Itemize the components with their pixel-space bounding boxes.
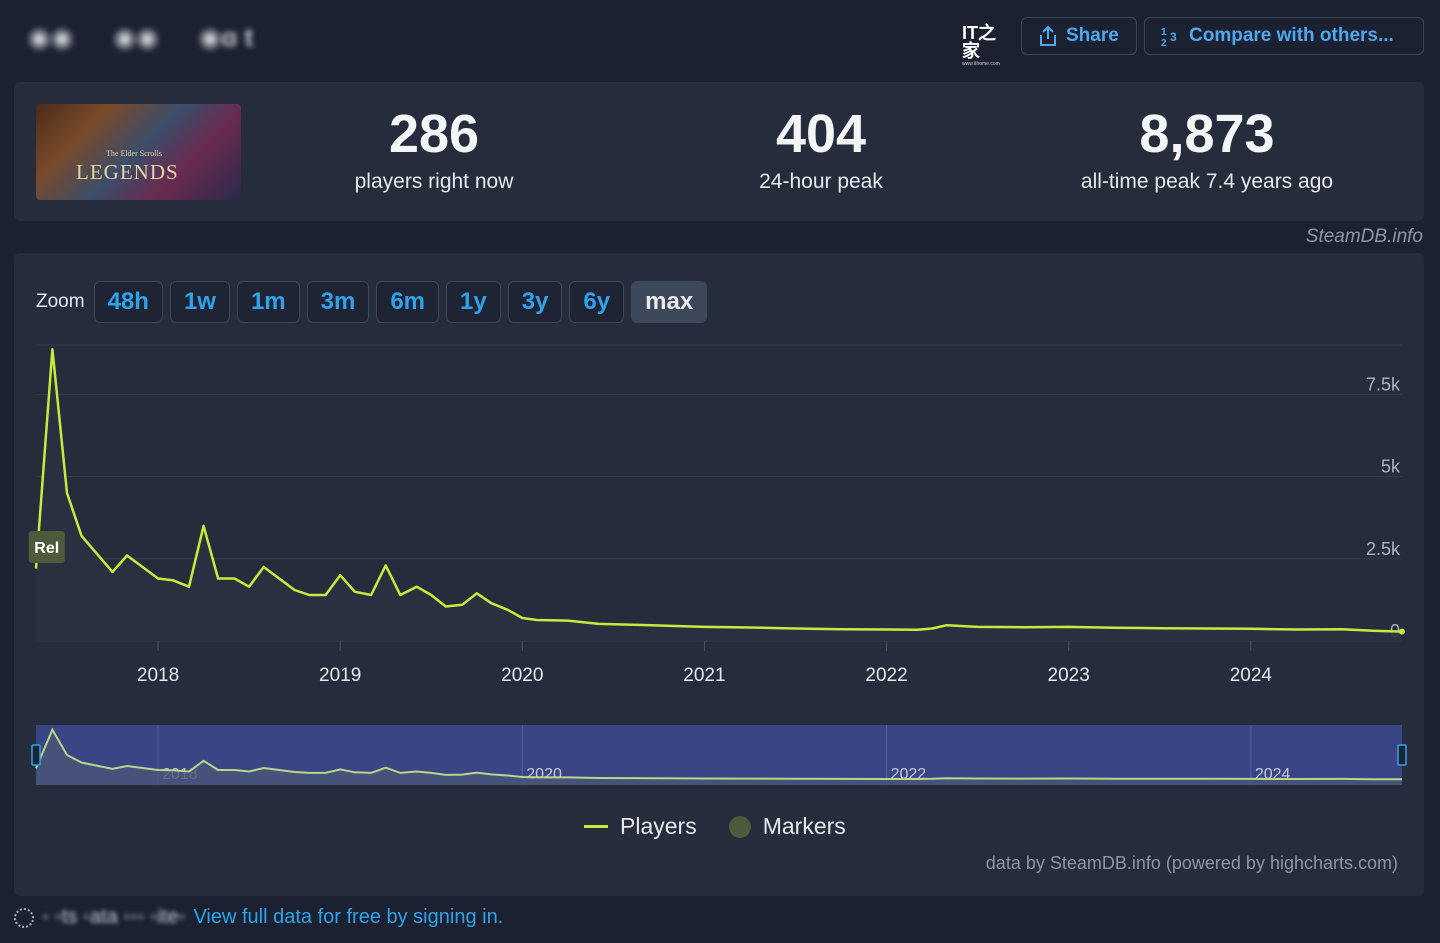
zoom-controls: Zoom 48h 1w 1m 3m 6m 1y 3y 6y max <box>36 281 714 323</box>
y-tick-label: 7.5k <box>1366 374 1401 394</box>
loading-icon <box>14 907 34 928</box>
x-tick-label: 2018 <box>137 665 179 686</box>
release-marker-box <box>28 531 65 563</box>
x-tick-label: 2020 <box>501 665 543 686</box>
stat-label: all-time peak 7.4 years ago <box>1080 170 1334 193</box>
stat-24h-peak: 404 24-hour peak <box>631 104 1011 194</box>
zoom-48h-button[interactable]: 48h <box>93 281 163 323</box>
x-tick-label: 2021 <box>683 665 725 686</box>
steamdb-credit: SteamDB.info <box>1305 226 1423 247</box>
navigator-series-line <box>35 727 1403 781</box>
players-last-point <box>1399 628 1405 635</box>
blurred-tab[interactable]: ◉ɑ t <box>198 22 254 52</box>
cover-subtitle: The Elder Scrolls <box>106 149 162 158</box>
compare-numbers-icon: 1 2 3 <box>1161 27 1177 47</box>
cover-title: LEGENDS <box>76 160 179 184</box>
stat-current-players: 286 players right now <box>244 104 624 194</box>
stat-value: 404 <box>775 104 867 164</box>
navigator-left-handle[interactable] <box>31 744 41 766</box>
ithome-watermark-logo: IT之家 www.ithome.com <box>962 24 1010 67</box>
blurred-notice-text: ◦ ◦ts ◦ata ◦◦◦ ◦ite◦ <box>42 906 186 928</box>
stat-label: 24-hour peak <box>759 170 883 193</box>
share-icon <box>1040 25 1056 46</box>
stats-card: The Elder Scrolls LEGENDS 286 players ri… <box>14 82 1424 221</box>
share-label: Share <box>1066 25 1119 46</box>
navigator-right-handle[interactable] <box>1397 744 1407 766</box>
zoom-3y-button[interactable]: 3y <box>507 281 563 323</box>
stat-all-time-peak: 8,873 all-time peak 7.4 years ago <box>1017 104 1397 194</box>
x-tick-label: 2023 <box>1048 665 1090 686</box>
zoom-6m-button[interactable]: 6m <box>376 281 440 323</box>
legend-players-label[interactable]: Players <box>620 813 697 839</box>
legend-markers-swatch <box>728 815 751 838</box>
zoom-1w-button[interactable]: 1w <box>169 281 230 323</box>
bottom-notice: ◦ ◦ts ◦ata ◦◦◦ ◦ite◦ View full data for … <box>14 906 503 929</box>
x-tick-label: 2022 <box>865 665 907 686</box>
zoom-1y-button[interactable]: 1y <box>446 281 501 323</box>
top-bar: ◉◉ ◉◉ ◉ɑ t IT之家 www.ithome.com Share 1 2… <box>0 0 1440 78</box>
x-tick-label: 2024 <box>1230 665 1273 686</box>
zoom-max-button[interactable]: max <box>631 281 708 323</box>
x-tick-label: 2019 <box>319 665 361 686</box>
players-area <box>36 349 1402 641</box>
logo-text: IT之家 <box>962 23 996 61</box>
y-tick-label: 5k <box>1381 457 1401 477</box>
logo-subtext: www.ithome.com <box>962 61 1000 67</box>
zoom-1m-button[interactable]: 1m <box>236 281 300 323</box>
compare-label: Compare with others... <box>1189 25 1394 46</box>
legend-markers-label[interactable]: Markers <box>762 813 846 839</box>
svg-text:1: 1 <box>1161 27 1167 38</box>
stat-label: players right now <box>354 170 514 193</box>
legend-players-swatch <box>584 825 608 828</box>
sign-in-link[interactable]: View full data for free by signing in. <box>193 906 504 928</box>
zoom-label: Zoom <box>36 291 85 312</box>
share-button[interactable]: Share <box>1021 17 1137 55</box>
blurred-tab[interactable]: ◉◉ <box>28 22 74 52</box>
svg-text:3: 3 <box>1170 30 1177 44</box>
chart-card: Zoom 48h 1w 1m 3m 6m 1y 3y 6y max 0 2.5k 5… <box>14 253 1424 896</box>
chart-legend: Players Markers <box>584 813 846 840</box>
players-series-line <box>34 347 1403 633</box>
blurred-tabs: ◉◉ ◉◉ ◉ɑ t <box>28 22 253 53</box>
zoom-6y-button[interactable]: 6y <box>569 281 625 323</box>
stat-value: 8,873 <box>1139 104 1275 164</box>
zoom-3m-button[interactable]: 3m <box>306 281 370 323</box>
compare-button[interactable]: 1 2 3 Compare with others... <box>1144 17 1424 55</box>
svg-text:2: 2 <box>1161 38 1167 47</box>
y-tick-label: 2.5k <box>1366 539 1401 559</box>
game-cover-image[interactable]: The Elder Scrolls LEGENDS <box>36 104 241 200</box>
stat-value: 286 <box>388 104 480 164</box>
blurred-tab[interactable]: ◉◉ <box>113 22 159 52</box>
release-marker-label: Rel <box>34 540 59 557</box>
chart-footnote: data by SteamDB.info (powered by highcha… <box>985 853 1398 873</box>
